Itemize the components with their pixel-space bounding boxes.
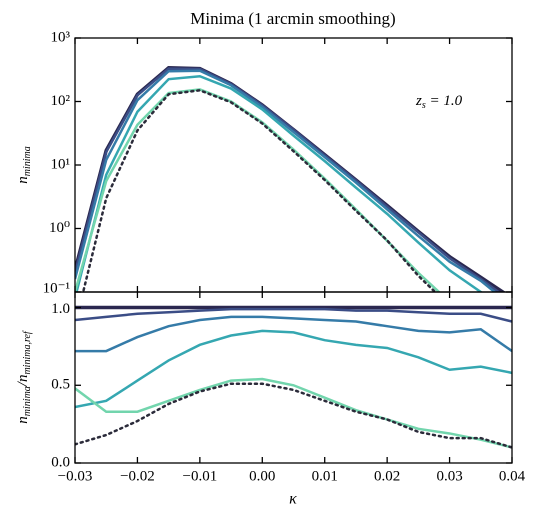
series-line xyxy=(75,377,512,449)
y-axis-label: nminima/nminima,ref xyxy=(15,330,33,424)
y-axis-label-part: /n xyxy=(15,375,31,388)
chart-title: Minima (1 arcmin smoothing) xyxy=(190,9,395,28)
series-line xyxy=(81,89,437,292)
y-tick-label: 1.0 xyxy=(51,301,70,317)
y-axis-label-sub: minima,ref xyxy=(22,330,33,374)
y-tick-label: 10² xyxy=(51,93,71,109)
y-axis-label-part: n xyxy=(15,416,31,424)
y-axis-label-part: n xyxy=(15,176,31,184)
x-axis-label: κ xyxy=(289,491,297,508)
annotation-part: = 1.0 xyxy=(426,93,463,109)
panel-frame xyxy=(74,291,513,464)
x-tick-label: 0.03 xyxy=(436,468,462,484)
series-line xyxy=(75,74,484,292)
x-tick-label: 0.01 xyxy=(312,468,338,484)
y-axis-label-sub: minima xyxy=(22,146,33,176)
x-tick-label: 0.04 xyxy=(499,468,526,484)
y-tick-label: 10³ xyxy=(51,29,71,45)
y-tick-label: 10⁻¹ xyxy=(43,280,70,296)
series-line xyxy=(75,315,512,353)
y-tick-label: 10⁰ xyxy=(49,220,70,236)
series-line xyxy=(75,307,512,323)
series-line xyxy=(75,382,512,449)
y-tick-label: 0.0 xyxy=(51,454,70,470)
series-line xyxy=(75,67,501,292)
y-axis-label: nminima xyxy=(15,146,33,184)
series-line xyxy=(75,329,512,409)
y-tick-label: 10¹ xyxy=(51,156,71,172)
series-group xyxy=(75,305,512,449)
annotation-sub: s xyxy=(422,100,426,111)
annotation: zs = 1.0 xyxy=(415,93,463,111)
y-axis-label-sub: minima xyxy=(22,386,33,416)
x-tick-label: −0.02 xyxy=(120,468,155,484)
x-tick-label: −0.03 xyxy=(58,468,93,484)
x-tick-label: 0.00 xyxy=(249,468,275,484)
x-tick-label: 0.02 xyxy=(374,468,400,484)
series-group xyxy=(75,65,506,292)
annotation-part: z xyxy=(415,93,422,109)
x-tick-label: −0.01 xyxy=(182,468,217,484)
series-line xyxy=(75,69,497,292)
y-tick-label: 0.5 xyxy=(51,377,70,393)
